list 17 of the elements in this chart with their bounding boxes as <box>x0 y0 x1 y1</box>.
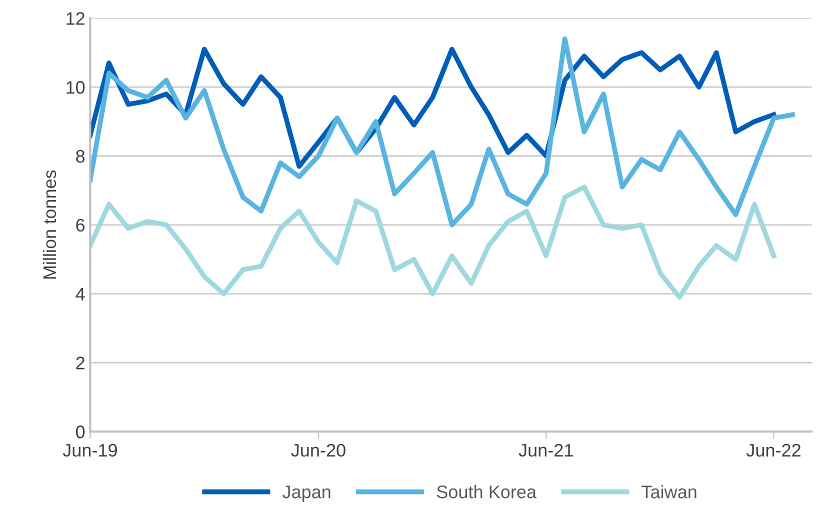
y-tick-label: 0 <box>76 426 85 438</box>
legend-label: Taiwan <box>642 485 696 498</box>
y-tick-label: 4 <box>76 288 85 300</box>
y-tick-label: 6 <box>76 218 85 232</box>
x-tick-label: Jun-21 <box>518 444 573 457</box>
line-series <box>90 184 776 300</box>
y-tick-label: 8 <box>76 150 85 163</box>
y-tick-label: 2 <box>76 356 84 370</box>
y-axis-title: Million tonnes <box>42 170 56 279</box>
legend-label: South Korea <box>436 485 537 498</box>
line-series <box>90 36 795 228</box>
x-tick-label: Jun-19 <box>62 444 117 457</box>
y-tick-label: 12 <box>66 12 84 25</box>
legend-label: Japan <box>282 486 330 502</box>
y-tick-label: 10 <box>66 81 85 94</box>
x-tick-label: Jun-22 <box>746 444 800 457</box>
x-tick-label: Jun-20 <box>291 444 346 457</box>
